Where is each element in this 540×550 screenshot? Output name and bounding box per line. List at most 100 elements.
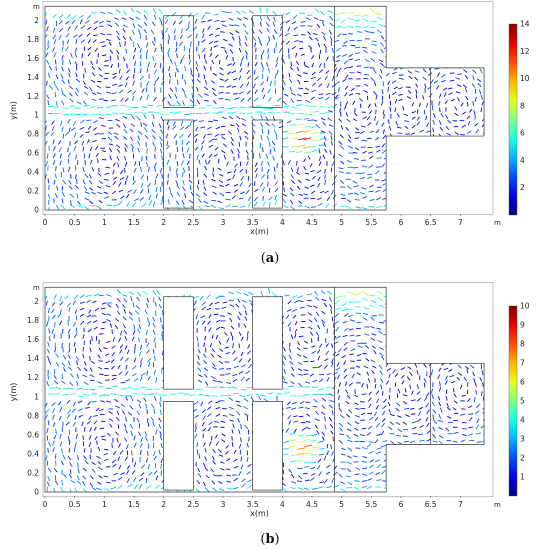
field-arrow — [382, 109, 385, 115]
field-arrow — [431, 455, 438, 458]
field-arrow — [175, 167, 178, 173]
field-arrow — [82, 467, 87, 472]
field-arrow — [204, 79, 208, 85]
field-arrow — [339, 295, 347, 297]
field-arrow — [54, 480, 59, 486]
field-arrow — [228, 18, 234, 21]
field-arrow — [462, 340, 468, 343]
field-arrow — [382, 81, 385, 87]
field-arrow — [373, 68, 377, 74]
field-arrow — [82, 166, 85, 172]
field-arrow — [343, 374, 348, 379]
field-arrow — [454, 131, 459, 136]
field-arrow — [221, 116, 227, 120]
field-arrow — [314, 418, 320, 421]
field-arrow — [376, 433, 382, 437]
field-arrow — [140, 189, 144, 194]
field-arrow — [438, 413, 442, 419]
field-arrow — [329, 15, 334, 21]
field-arrow — [127, 412, 133, 416]
field-arrow — [123, 128, 128, 134]
field-arrow — [449, 340, 454, 344]
field-arrow — [226, 11, 232, 14]
field-arrow — [382, 398, 387, 403]
field-arrow — [202, 180, 205, 185]
field-arrow — [259, 15, 263, 22]
field-arrow — [334, 96, 340, 100]
field-arrow — [62, 92, 67, 97]
field-arrow — [83, 91, 89, 96]
field-arrow — [420, 325, 426, 329]
field-arrow — [45, 120, 48, 125]
x-unit-label: m — [494, 501, 501, 509]
field-arrow — [143, 9, 149, 15]
field-arrow — [136, 399, 142, 404]
field-arrow — [261, 174, 266, 179]
field-arrow — [250, 122, 256, 127]
field-arrow — [480, 391, 483, 397]
field-arrow — [397, 489, 403, 492]
field-arrow — [397, 475, 403, 478]
field-arrow — [234, 465, 239, 469]
field-arrow — [425, 471, 431, 476]
field-arrow — [241, 10, 247, 15]
field-arrow — [368, 441, 374, 444]
field-arrow — [343, 40, 348, 45]
field-arrow — [456, 354, 462, 357]
x-tick-label: 1 — [102, 218, 107, 227]
field-arrow — [134, 343, 136, 349]
field-arrow — [241, 299, 247, 303]
field-arrow — [305, 426, 311, 430]
field-arrow — [414, 19, 420, 21]
field-arrow — [423, 378, 427, 383]
field-arrow — [181, 54, 185, 60]
field-arrow — [356, 353, 362, 357]
field-arrow — [252, 36, 256, 41]
field-arrow — [414, 70, 420, 73]
field-arrow — [230, 331, 233, 337]
field-arrow — [117, 456, 121, 462]
field-arrow — [368, 403, 372, 409]
field-arrow — [371, 333, 377, 336]
field-arrow — [207, 25, 211, 31]
field-arrow — [389, 432, 395, 435]
field-arrow — [321, 431, 326, 436]
field-arrow — [154, 179, 157, 185]
field-arrow — [354, 427, 359, 431]
field-arrow — [124, 428, 128, 434]
field-arrow — [68, 429, 71, 435]
field-arrow — [145, 162, 149, 168]
field-arrow — [306, 293, 313, 296]
field-arrow — [196, 78, 201, 83]
field-arrow — [311, 71, 316, 76]
field-arrow — [399, 301, 405, 303]
field-arrow — [467, 149, 473, 153]
field-arrow — [93, 20, 99, 24]
field-arrow — [329, 304, 333, 309]
field-arrow — [51, 308, 55, 314]
field-arrow — [355, 46, 361, 49]
field-arrow — [374, 383, 377, 389]
panel-caption: (b) — [260, 532, 279, 547]
field-arrow — [208, 33, 214, 36]
field-arrow — [387, 401, 391, 407]
field-arrow — [324, 190, 329, 194]
field-arrow — [291, 92, 296, 96]
field-arrow — [67, 455, 72, 461]
field-arrow — [481, 190, 485, 194]
field-arrow — [115, 317, 120, 322]
field-arrow — [316, 430, 320, 435]
field-arrow — [335, 335, 341, 339]
field-arrow — [53, 488, 56, 492]
field-arrow — [477, 78, 482, 82]
field-arrow — [471, 299, 477, 303]
field-arrow — [441, 74, 446, 78]
field-arrow — [122, 323, 126, 329]
field-arrow — [423, 162, 428, 168]
field-arrow — [143, 14, 148, 20]
field-arrow — [88, 153, 91, 159]
field-arrow — [387, 354, 392, 359]
field-arrow — [132, 302, 135, 308]
field-arrow — [411, 478, 417, 482]
field-arrow — [291, 180, 296, 184]
